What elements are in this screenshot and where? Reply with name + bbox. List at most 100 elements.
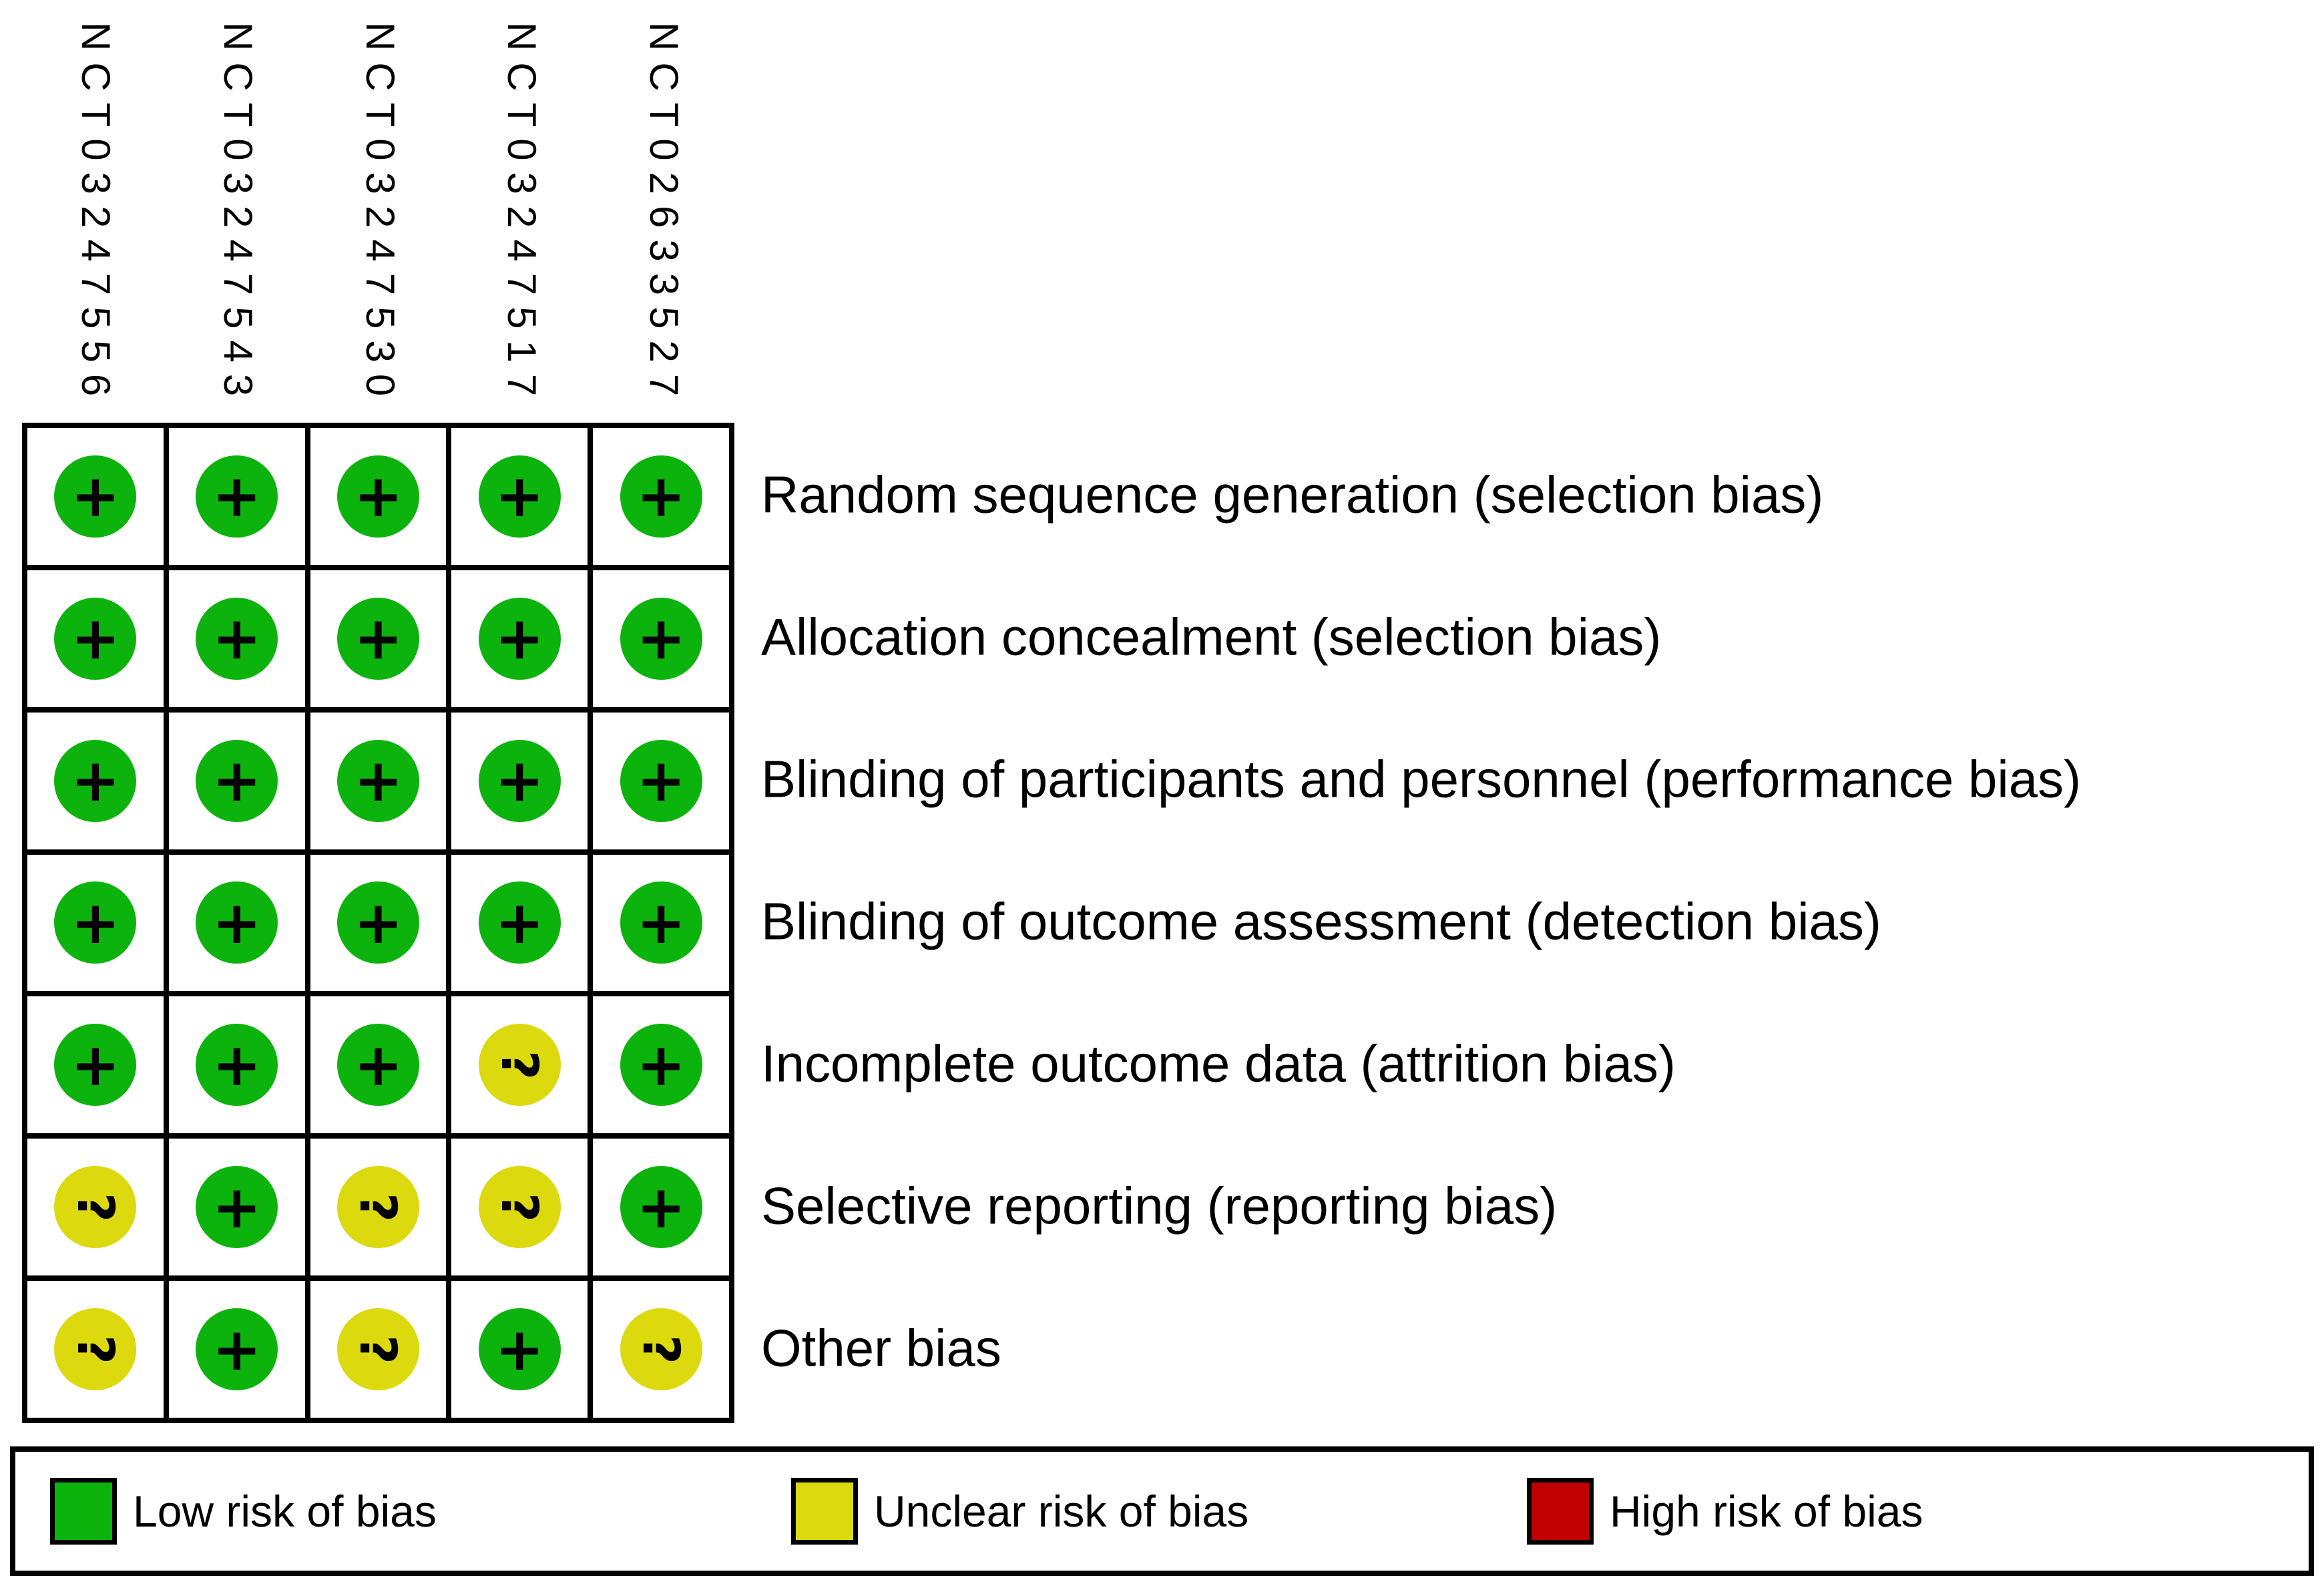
domain-label: Allocation concealment (selection bias) <box>761 607 1662 666</box>
risk-circle-low: + <box>54 455 137 538</box>
risk-cell: ? <box>451 996 588 1134</box>
risk-symbol: ? <box>65 1334 126 1364</box>
risk-symbol: + <box>212 1172 262 1241</box>
risk-circle-low: + <box>620 881 702 964</box>
risk-circle-unclear: ? <box>54 1308 137 1391</box>
risk-circle-low: + <box>196 1308 278 1391</box>
risk-symbol: + <box>636 887 686 957</box>
risk-symbol: + <box>495 1314 545 1384</box>
risk-cell: + <box>168 996 305 1134</box>
risk-symbol: + <box>636 1172 686 1241</box>
risk-circle-low: + <box>54 739 137 822</box>
risk-circle-low: + <box>196 455 278 538</box>
risk-cell: + <box>593 1139 729 1276</box>
domain-label: Selective reporting (reporting bias) <box>761 1176 1558 1235</box>
risk-circle-unclear: ? <box>336 1166 419 1249</box>
risk-cell: ? <box>27 1139 164 1276</box>
risk-cell: + <box>27 428 164 565</box>
study-header: NCT03247530 <box>358 21 403 407</box>
risk-cell: + <box>593 854 729 992</box>
risk-circle-low: + <box>196 1166 278 1249</box>
risk-circle-low: + <box>336 597 419 680</box>
legend-label: High risk of bias <box>1610 1486 1923 1536</box>
risk-circle-low: + <box>620 597 702 680</box>
risk-circle-low: + <box>478 455 561 538</box>
study-header: NCT03247543 <box>216 21 260 407</box>
risk-cell: + <box>310 996 447 1134</box>
risk-cell: + <box>310 428 447 565</box>
risk-symbol: + <box>212 1314 262 1384</box>
risk-cell: + <box>593 428 729 565</box>
risk-circle-low: + <box>196 1024 278 1107</box>
risk-circle-unclear: ? <box>478 1166 561 1249</box>
legend-swatch-high <box>1527 1478 1594 1545</box>
risk-symbol: + <box>71 746 120 815</box>
risk-symbol: + <box>71 1030 120 1099</box>
domain-label: Blinding of outcome assessment (detectio… <box>761 891 1881 951</box>
risk-circle-low: + <box>54 597 137 680</box>
risk-cell: + <box>27 712 164 849</box>
risk-cell: + <box>310 712 447 849</box>
risk-circle-low: + <box>336 1024 419 1107</box>
risk-circle-unclear: ? <box>336 1308 419 1391</box>
risk-circle-low: + <box>478 597 561 680</box>
risk-symbol: + <box>212 604 262 673</box>
legend-swatch-unclear <box>791 1478 858 1545</box>
study-header: NCT02633527 <box>642 21 686 407</box>
domain-label: Incomplete outcome data (attrition bias) <box>761 1034 1676 1093</box>
domain-label: Blinding of participants and personnel (… <box>761 749 2082 809</box>
risk-symbol: + <box>353 461 403 531</box>
risk-cell: + <box>168 1281 305 1418</box>
risk-circle-unclear: ? <box>54 1166 137 1249</box>
risk-symbol: ? <box>348 1192 409 1222</box>
risk-symbol: + <box>495 746 545 815</box>
risk-circle-low: + <box>196 597 278 680</box>
risk-symbol: ? <box>65 1192 126 1222</box>
risk-symbol: + <box>212 461 262 531</box>
risk-circle-low: + <box>336 739 419 822</box>
risk-symbol: + <box>71 887 120 957</box>
risk-circle-low: + <box>196 881 278 964</box>
risk-circle-unclear: ? <box>478 1024 561 1107</box>
risk-circle-low: + <box>620 739 702 822</box>
risk-circle-low: + <box>478 1308 561 1391</box>
legend-item-unclear: Unclear risk of bias <box>791 1452 1248 1571</box>
risk-cell: + <box>168 1139 305 1276</box>
risk-symbol: + <box>212 746 262 815</box>
domain-label: Random sequence generation (selection bi… <box>761 465 1824 524</box>
risk-symbol: ? <box>490 1050 550 1080</box>
risk-symbol: ? <box>632 1334 692 1364</box>
legend-item-low: Low risk of bias <box>50 1452 437 1571</box>
risk-cell: + <box>168 854 305 992</box>
study-header: NCT03247556 <box>73 21 118 407</box>
domain-label: Other bias <box>761 1318 1001 1378</box>
risk-symbol: + <box>636 461 686 531</box>
risk-symbol: + <box>636 1030 686 1099</box>
legend-label: Low risk of bias <box>133 1486 437 1536</box>
risk-cell: + <box>451 1281 588 1418</box>
risk-symbol: + <box>495 887 545 957</box>
risk-cell: + <box>593 570 729 707</box>
risk-symbol: + <box>353 604 403 673</box>
risk-circle-low: + <box>54 1024 137 1107</box>
risk-circle-low: + <box>620 455 702 538</box>
risk-cell: + <box>168 570 305 707</box>
legend-box: Low risk of bias Unclear risk of bias High… <box>10 1446 2314 1576</box>
risk-symbol: + <box>353 1030 403 1099</box>
risk-circle-low: + <box>620 1166 702 1249</box>
risk-symbol: + <box>71 604 120 673</box>
risk-symbol: + <box>495 604 545 673</box>
risk-symbol: + <box>495 461 545 531</box>
risk-circle-unclear: ? <box>620 1308 702 1391</box>
legend-item-high: High risk of bias <box>1527 1452 1923 1571</box>
legend-label: Unclear risk of bias <box>874 1486 1249 1536</box>
risk-symbol: + <box>212 887 262 957</box>
risk-circle-low: + <box>196 739 278 822</box>
risk-cell: ? <box>27 1281 164 1418</box>
risk-symbol: ? <box>490 1192 550 1222</box>
risk-cell: + <box>310 854 447 992</box>
risk-symbol: + <box>636 604 686 673</box>
risk-cell: + <box>451 712 588 849</box>
risk-symbol: + <box>71 461 120 531</box>
risk-circle-low: + <box>336 455 419 538</box>
